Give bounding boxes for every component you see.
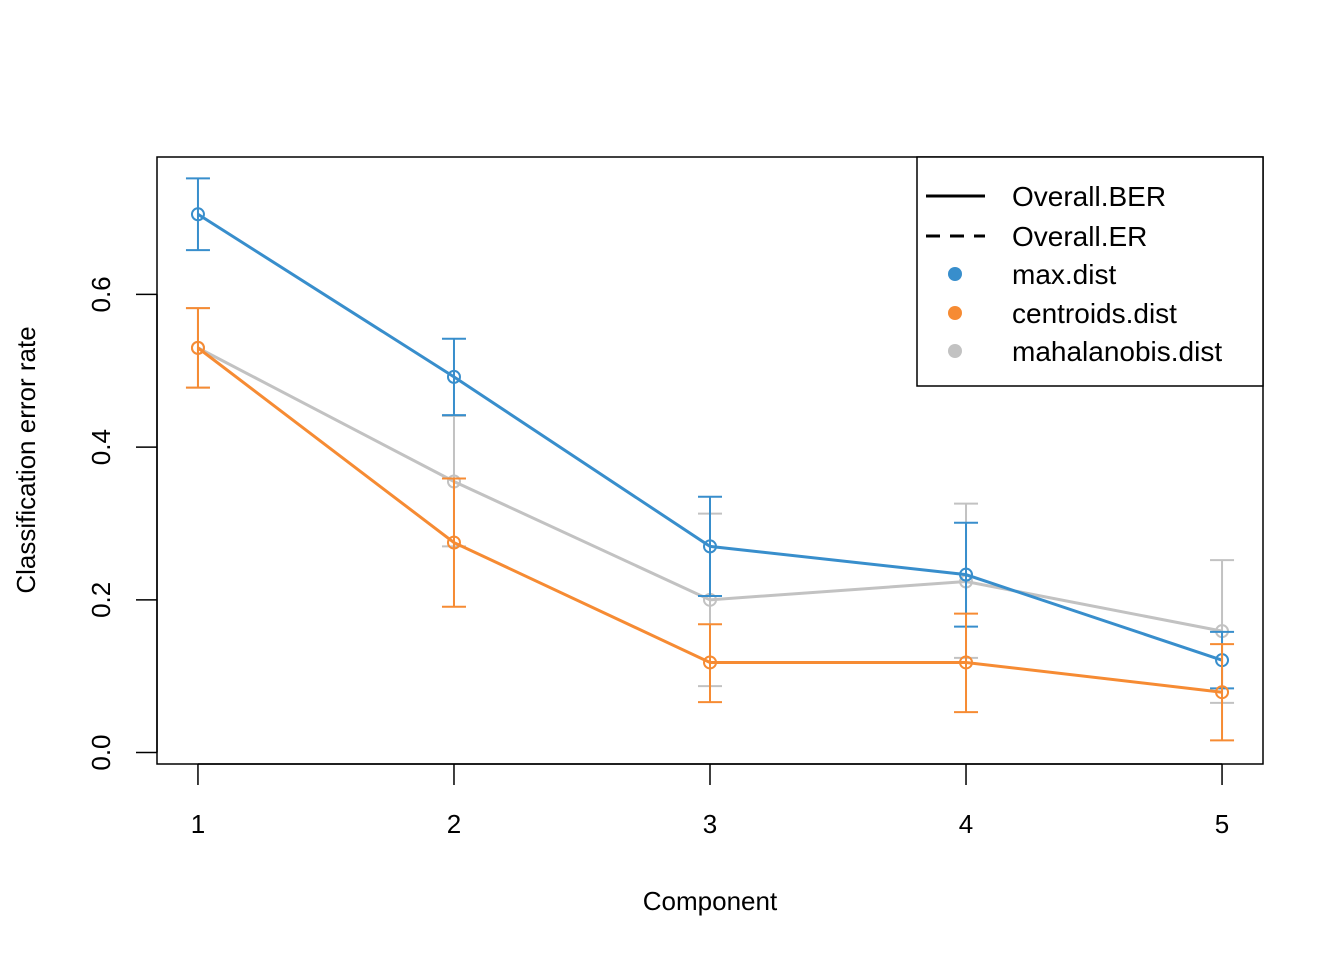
y-axis: 0.0 0.2 0.4 0.6	[86, 276, 158, 771]
legend-key-mahalanobis-dist	[948, 344, 962, 358]
x-tick-label: 5	[1215, 809, 1229, 839]
y-tick-label: 0.4	[86, 429, 116, 465]
y-tick-label: 0.6	[86, 276, 116, 312]
data-point-centroids-dist	[1215, 685, 1230, 700]
legend: Overall.BER Overall.ER max.dist centroid…	[916, 156, 1264, 387]
x-tick-label: 4	[959, 809, 973, 839]
series-centroids-dist	[185, 307, 1235, 742]
series-line-mahalanobis-dist	[197, 346, 1223, 633]
data-point-centroids-dist	[190, 340, 205, 355]
data-point-max-dist	[190, 207, 205, 222]
y-axis-title: Classification error rate	[11, 326, 41, 593]
legend-label-mahalanobis-dist: mahalanobis.dist	[1012, 336, 1222, 367]
legend-box	[916, 156, 1264, 387]
legend-label-overall-er: Overall.ER	[1012, 221, 1147, 252]
y-tick-label: 0.2	[86, 582, 116, 618]
series-max-dist	[185, 177, 1235, 690]
x-tick-label: 3	[703, 809, 717, 839]
legend-key-max-dist	[948, 267, 962, 281]
series-layer	[185, 177, 1235, 742]
series-line-centroids-dist	[197, 346, 1223, 694]
legend-key-centroids-dist	[948, 306, 962, 320]
data-point-centroids-dist	[703, 655, 717, 670]
series-line-max-dist	[197, 212, 1223, 662]
x-tick-label: 1	[191, 809, 205, 839]
y-tick-label: 0.0	[86, 734, 116, 770]
legend-label-overall-ber: Overall.BER	[1012, 181, 1166, 212]
x-axis: 1 2 3 4 5	[191, 763, 1229, 839]
data-point-centroids-dist	[446, 535, 461, 550]
x-tick-label: 2	[447, 809, 461, 839]
data-point-max-dist	[446, 369, 461, 384]
x-axis-title: Component	[643, 886, 778, 916]
data-point-centroids-dist	[959, 655, 974, 670]
data-point-max-dist	[959, 567, 974, 582]
legend-label-centroids-dist: centroids.dist	[1012, 298, 1177, 329]
data-point-max-dist	[703, 539, 717, 554]
legend-label-max-dist: max.dist	[1012, 259, 1116, 290]
